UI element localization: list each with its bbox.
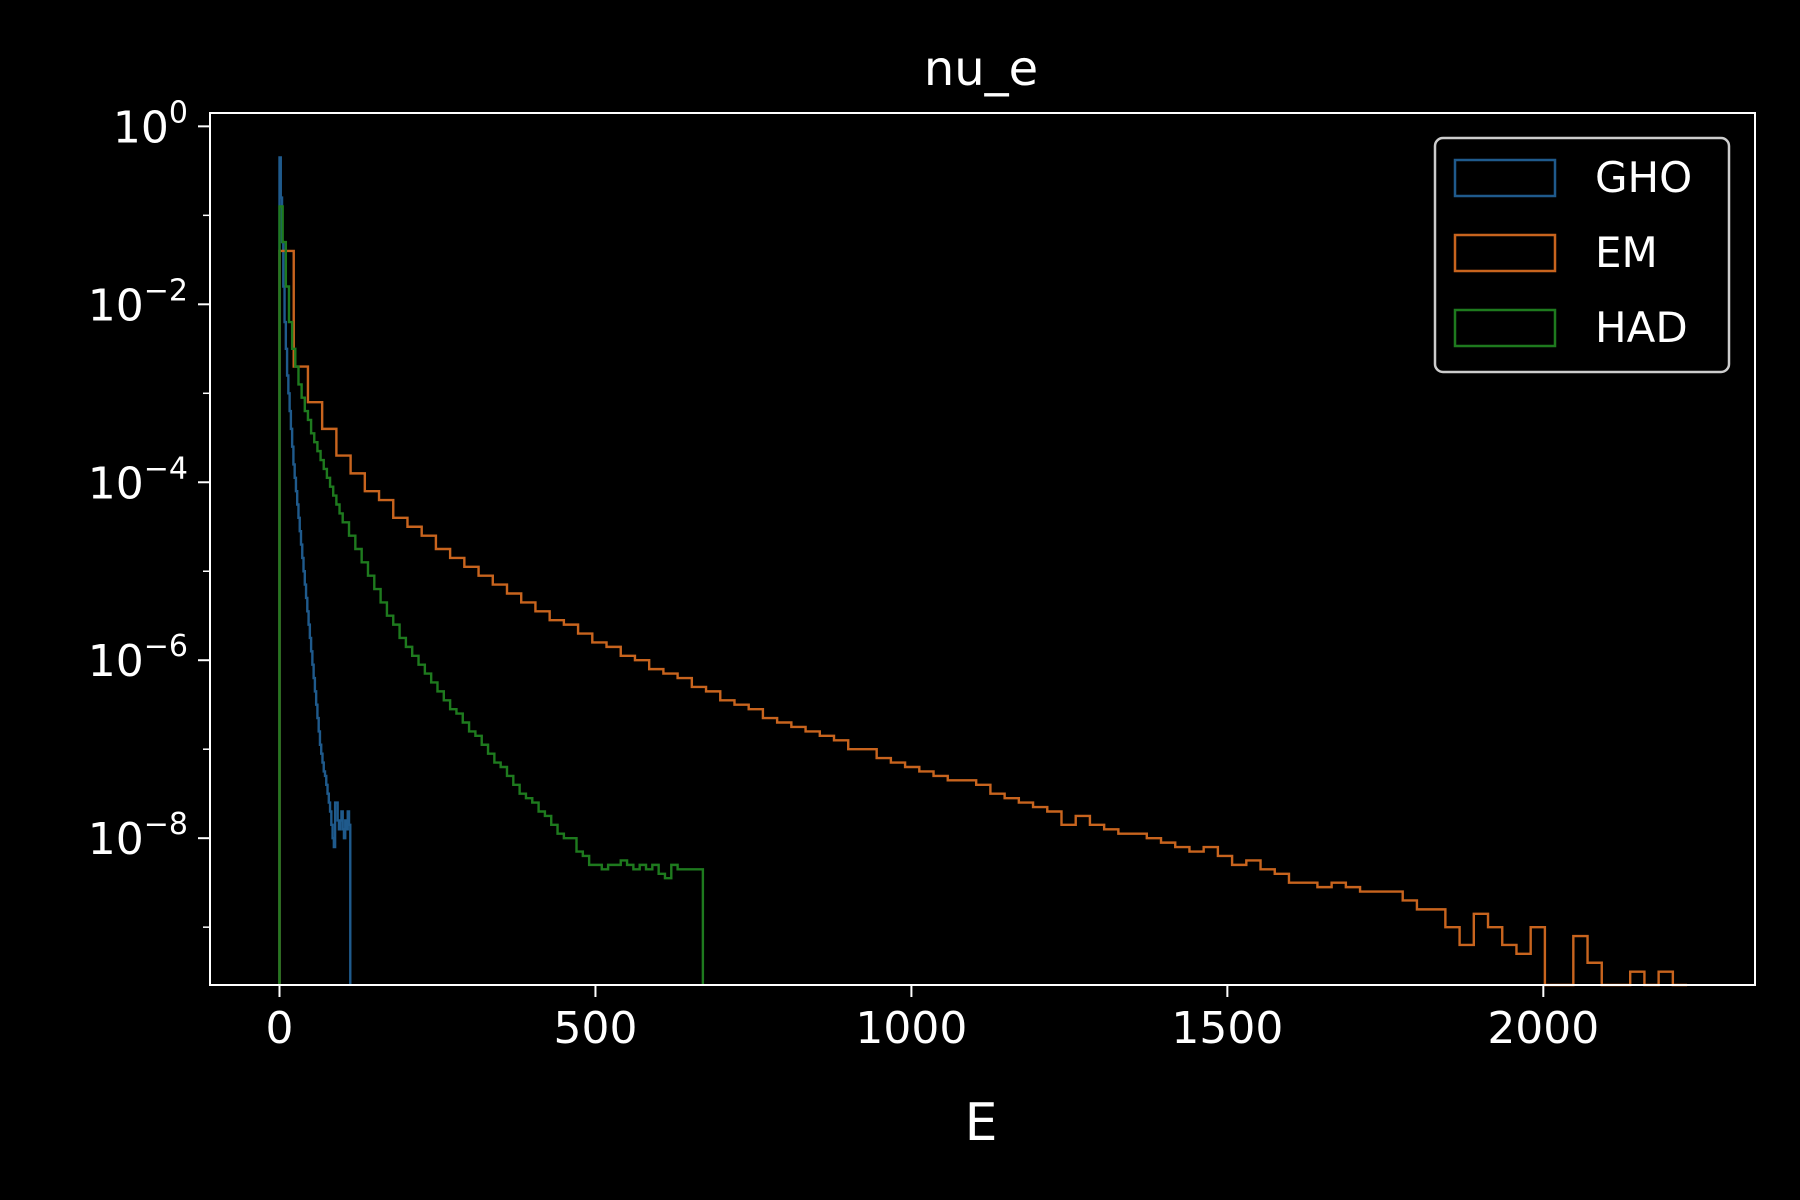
y-tick-exponent: −8 [144,807,188,842]
y-tick-label: 10−4 [88,451,188,509]
y-tick-label: 10−6 [88,629,188,687]
y-tick-exponent: 0 [169,95,188,130]
y-tick-label: 10−8 [88,807,188,865]
x-axis: 0 500 1000 1500 2000 [266,985,1599,1054]
legend-label-had: HAD [1595,303,1688,352]
plot-area [278,156,1688,987]
y-tick-label: 10−2 [88,273,188,331]
y-tick-exponent: −6 [144,629,188,664]
legend: GHO EM HAD [1433,136,1731,374]
legend-label-gho: GHO [1595,153,1692,202]
chart-title: nu_e [924,41,1038,97]
y-tick-base: 10 [88,280,144,331]
y-tick-base: 10 [88,458,144,509]
y-tick-exponent: −2 [144,273,188,308]
legend-swatch-had [1453,308,1557,348]
series-had-line [278,205,705,985]
x-tick-label: 2000 [1487,1003,1599,1054]
y-tick-label: 100 [113,95,188,153]
y-tick-base: 10 [113,102,169,153]
y-tick-base: 10 [88,636,144,687]
legend-swatch-gho [1453,158,1557,198]
legend-label-em: EM [1595,228,1658,277]
x-axis-label: E [965,1093,998,1153]
x-tick-label: 1500 [1171,1003,1283,1054]
series-gho-line [278,156,352,985]
x-tick-label: 1000 [855,1003,967,1054]
y-tick-base: 10 [88,814,144,865]
legend-swatch-em [1453,233,1557,273]
plot-frame [209,112,1756,986]
x-tick-label: 500 [553,1003,637,1054]
y-tick-exponent: −4 [144,451,188,486]
x-tick-label: 0 [266,1003,294,1054]
series-em-line [278,249,1688,987]
